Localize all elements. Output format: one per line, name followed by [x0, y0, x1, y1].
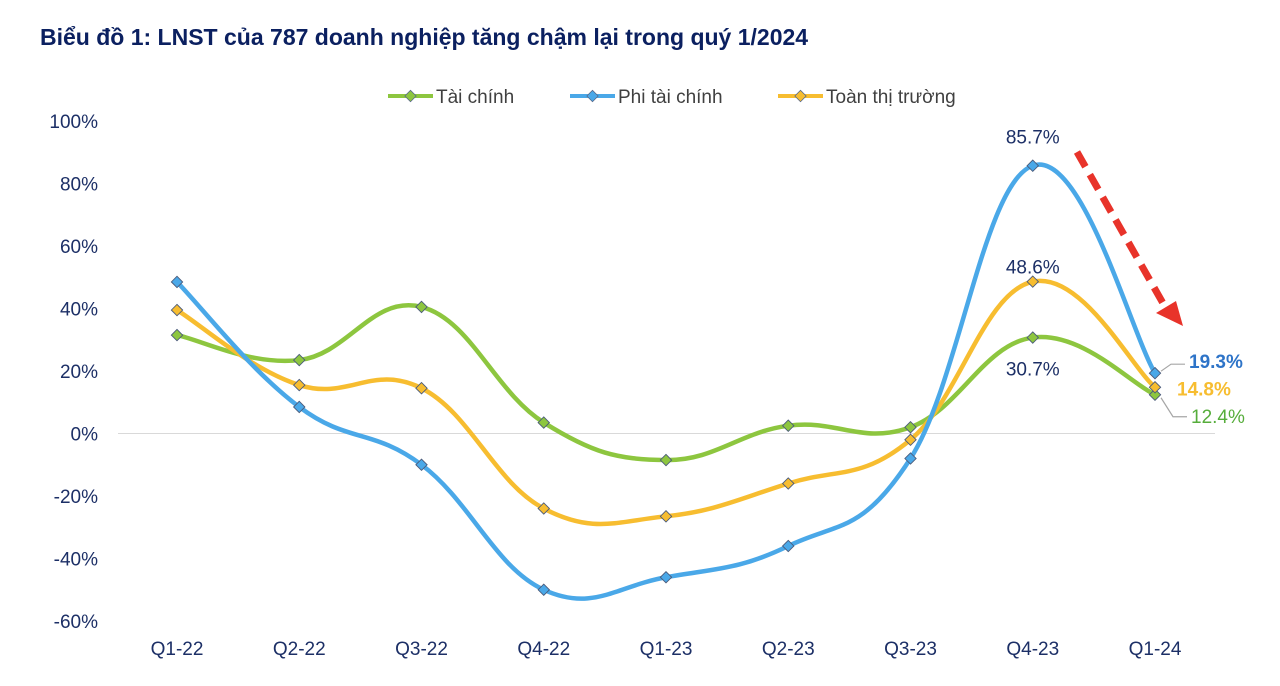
x-tick-label: Q2-22: [273, 639, 326, 660]
legend-marker: [404, 89, 417, 103]
series-line: [174, 303, 1158, 463]
legend-item-toan-thi-truong: Toàn thị trường: [778, 87, 956, 108]
legend: Tài chính Phi tài chính Toàn thị trường: [388, 87, 956, 108]
data-point: [1026, 331, 1040, 344]
y-tick-label: 40%: [60, 300, 98, 321]
data-point: [1148, 388, 1162, 402]
data-point: [537, 416, 551, 429]
x-tick-label: Q4-23: [1006, 639, 1059, 660]
series-line: [174, 278, 1158, 527]
data-point: [781, 477, 795, 490]
trend-arrow: [1073, 150, 1183, 326]
x-tick-label: Q1-24: [1129, 639, 1182, 660]
data-point: [415, 300, 428, 314]
data-point: [292, 378, 306, 392]
y-tick-label: -60%: [54, 612, 98, 633]
data-point: [170, 328, 184, 342]
x-tick-label: Q1-22: [151, 639, 204, 660]
series-line: [174, 162, 1158, 601]
y-tick-label: -20%: [54, 487, 98, 508]
series-toan-thi-truong: [170, 275, 1162, 527]
legend-label: Phi tài chính: [618, 87, 723, 108]
y-tick-label: 100%: [49, 112, 98, 133]
legend-marker: [794, 89, 807, 103]
legend-item-tai-chinh: Tài chính: [388, 87, 514, 108]
axis-layer: -60% -40% -20% 0% 20% 40% 60% 80% 100% Q1-22 Q2-22…: [49, 112, 1215, 660]
x-tick-label: Q3-23: [884, 639, 937, 660]
trend-arrow-head: [1156, 301, 1183, 326]
data-point: [292, 400, 306, 414]
legend-label: Toàn thị trường: [826, 87, 956, 108]
y-tick-label: 80%: [60, 175, 98, 196]
y-tick-label: -40%: [54, 550, 98, 571]
legend-label: Tài chính: [436, 87, 514, 108]
data-point: [1148, 366, 1162, 380]
y-tick-label: 20%: [60, 362, 98, 383]
legend-marker: [586, 89, 599, 103]
data-point: [659, 570, 673, 584]
x-tick-label: Q2-23: [762, 639, 815, 660]
data-point: [904, 452, 917, 465]
data-label: 48.6%: [1006, 258, 1060, 279]
trend-arrow-layer: [1073, 150, 1183, 326]
x-tick-label: Q3-22: [395, 639, 448, 660]
legend-item-phi-tai-chinh: Phi tài chính: [570, 87, 723, 108]
y-tick-label: 60%: [60, 237, 98, 258]
x-tick-label: Q1-23: [640, 639, 693, 660]
data-point: [415, 458, 428, 472]
chart-title: Biểu đồ 1: LNST của 787 doanh nghiệp tăn…: [40, 24, 809, 50]
data-label: 14.8%: [1177, 379, 1231, 400]
data-label: 12.4%: [1191, 407, 1245, 428]
data-point: [537, 583, 551, 597]
data-point: [170, 303, 184, 317]
data-point: [781, 539, 795, 553]
leader-line: [1160, 363, 1185, 372]
data-point: [1148, 380, 1162, 394]
data-point: [537, 502, 551, 515]
data-point: [904, 433, 917, 447]
trend-arrow-shaft: [1073, 150, 1168, 307]
data-label: 30.7%: [1006, 360, 1060, 381]
data-point: [415, 381, 428, 395]
data-point: [170, 275, 184, 289]
data-label: 85.7%: [1006, 128, 1060, 149]
x-tick-label: Q4-22: [517, 639, 570, 660]
leader-line: [1160, 397, 1187, 418]
series-phi-tai-chinh: [170, 159, 1162, 601]
data-point: [1026, 159, 1040, 172]
data-label: 19.3%: [1189, 352, 1243, 373]
data-point: [904, 420, 917, 434]
data-point: [1026, 275, 1040, 288]
data-point: [292, 353, 306, 367]
data-point: [659, 453, 673, 467]
series-tai-chinh: [170, 300, 1162, 467]
series-layer: [170, 159, 1162, 601]
y-tick-label: 0%: [71, 425, 99, 446]
data-label-layer: 85.7% 48.6% 30.7% 19.3% 14.8% 12.4%: [1006, 128, 1245, 428]
data-point: [781, 419, 795, 432]
data-point: [659, 510, 673, 523]
